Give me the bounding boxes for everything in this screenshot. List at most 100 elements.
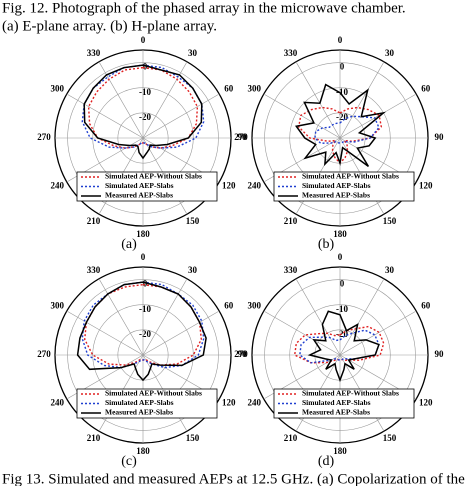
spoke (295, 278, 341, 356)
spoke (339, 310, 417, 356)
angle-tick-label: 150 (186, 433, 200, 443)
r-tick-label: -10 (139, 87, 151, 97)
spoke (339, 93, 417, 139)
polar-chart: -20 -10 0 0 30 60 90 120 150 180 210 240 270 300 330 Si… (234, 35, 444, 252)
angle-tick-label: 240 (51, 181, 65, 191)
angle-tick-label: 210 (87, 433, 101, 443)
angle-tick-label: 60 (421, 84, 431, 94)
r-tick-label: -10 (139, 304, 151, 314)
spoke (339, 61, 385, 139)
angle-tick-label: 30 (385, 265, 395, 275)
spoke (66, 310, 144, 356)
angle-tick-label: 120 (419, 181, 433, 191)
angle-tick-label: 210 (87, 216, 101, 226)
angle-tick-label: 90 (435, 132, 445, 142)
legend-label: Simulated AEP-Without Slabs (105, 389, 202, 398)
spoke (142, 61, 188, 139)
angle-tick-label: 330 (284, 265, 298, 275)
polar-chart: -20 -10 0 0 30 60 90 120 150 180 210 240 270 300 330 Si… (37, 252, 247, 469)
caption-line: (a) E-plane array. (b) H-plane array. (2, 18, 217, 34)
angle-tick-label: 0 (338, 35, 343, 45)
r-tick-label: 0 (143, 62, 148, 72)
subfigure-label: (a) (121, 237, 137, 252)
angle-tick-label: 150 (383, 433, 397, 443)
caption-line: Fig 13. Simulated and measured AEPs at 1… (2, 471, 465, 486)
pattern-line (83, 64, 203, 160)
legend-label: Measured AEP-Slabs (105, 191, 173, 200)
angle-tick-label: 180 (136, 446, 150, 456)
pattern-line (81, 281, 205, 369)
r-tick-label: -20 (336, 329, 348, 339)
spoke (98, 278, 144, 356)
legend-label: Simulated AEP-Without Slabs (302, 389, 399, 398)
angle-tick-label: 30 (385, 48, 395, 58)
angle-tick-label: 90 (238, 132, 248, 142)
angle-tick-label: 330 (87, 48, 101, 58)
legend-label: Measured AEP-Slabs (302, 191, 370, 200)
angle-tick-label: 180 (333, 229, 347, 239)
angle-tick-label: 240 (248, 181, 262, 191)
polar-chart: -20 -10 0 0 30 60 90 120 150 180 210 240 270 300 330 Si… (234, 252, 444, 469)
r-tick-label: -10 (336, 87, 348, 97)
spoke (263, 310, 341, 356)
spoke (98, 61, 144, 139)
legend-label: Simulated AEP-Without Slabs (105, 172, 202, 181)
r-tick-label: -10 (336, 304, 348, 314)
angle-tick-label: 330 (87, 265, 101, 275)
spoke (339, 278, 385, 356)
angle-tick-label: 210 (284, 433, 298, 443)
polar-chart: -20 -10 0 0 30 60 90 120 150 180 210 240 270 300 330 Si… (37, 35, 247, 252)
angle-tick-label: 30 (188, 48, 198, 58)
legend-label: Simulated AEP-Slabs (105, 398, 174, 407)
angle-tick-label: 150 (383, 216, 397, 226)
r-tick-label: 0 (143, 279, 148, 289)
spoke (66, 93, 144, 139)
r-tick-label: -20 (336, 112, 348, 122)
r-tick-label: -20 (139, 329, 151, 339)
r-tick-label: 0 (340, 62, 345, 72)
pattern-line (299, 329, 380, 364)
angle-tick-label: 120 (222, 398, 236, 408)
legend-label: Simulated AEP-Slabs (302, 181, 371, 190)
spoke (263, 93, 341, 139)
angle-tick-label: 60 (421, 301, 431, 311)
legend-label: Simulated AEP-Slabs (105, 181, 174, 190)
angle-tick-label: 150 (186, 216, 200, 226)
pattern-line (314, 115, 380, 144)
pattern-line (295, 83, 387, 168)
subfigure-label: (c) (121, 454, 137, 469)
angle-tick-label: 180 (333, 446, 347, 456)
spoke (142, 278, 188, 356)
angle-tick-label: 270 (37, 132, 51, 142)
subfigure-label: (d) (318, 454, 335, 469)
angle-tick-label: 0 (141, 35, 146, 45)
angle-tick-label: 270 (234, 349, 248, 359)
angle-tick-label: 120 (222, 181, 236, 191)
angle-tick-label: 240 (51, 398, 65, 408)
pattern-line (76, 281, 207, 382)
angle-tick-label: 0 (338, 252, 343, 262)
pattern-line (307, 310, 380, 383)
spoke (295, 61, 341, 139)
angle-tick-label: 270 (37, 349, 51, 359)
spoke (142, 93, 220, 139)
spoke (142, 310, 220, 356)
r-tick-label: 0 (340, 279, 345, 289)
angle-tick-label: 0 (141, 252, 146, 262)
legend-label: Measured AEP-Slabs (105, 408, 173, 417)
angle-tick-label: 180 (136, 229, 150, 239)
angle-tick-label: 210 (284, 216, 298, 226)
angle-tick-label: 330 (284, 48, 298, 58)
subfigure-label: (b) (318, 237, 335, 252)
legend-label: Simulated AEP-Without Slabs (302, 172, 399, 181)
angle-tick-label: 90 (435, 349, 445, 359)
angle-tick-label: 300 (51, 84, 65, 94)
angle-tick-label: 120 (419, 398, 433, 408)
angle-tick-label: 60 (224, 84, 234, 94)
angle-tick-label: 240 (248, 398, 262, 408)
angle-tick-label: 90 (238, 349, 248, 359)
angle-tick-label: 300 (51, 301, 65, 311)
pattern-line (87, 66, 199, 149)
angle-tick-label: 30 (188, 265, 198, 275)
